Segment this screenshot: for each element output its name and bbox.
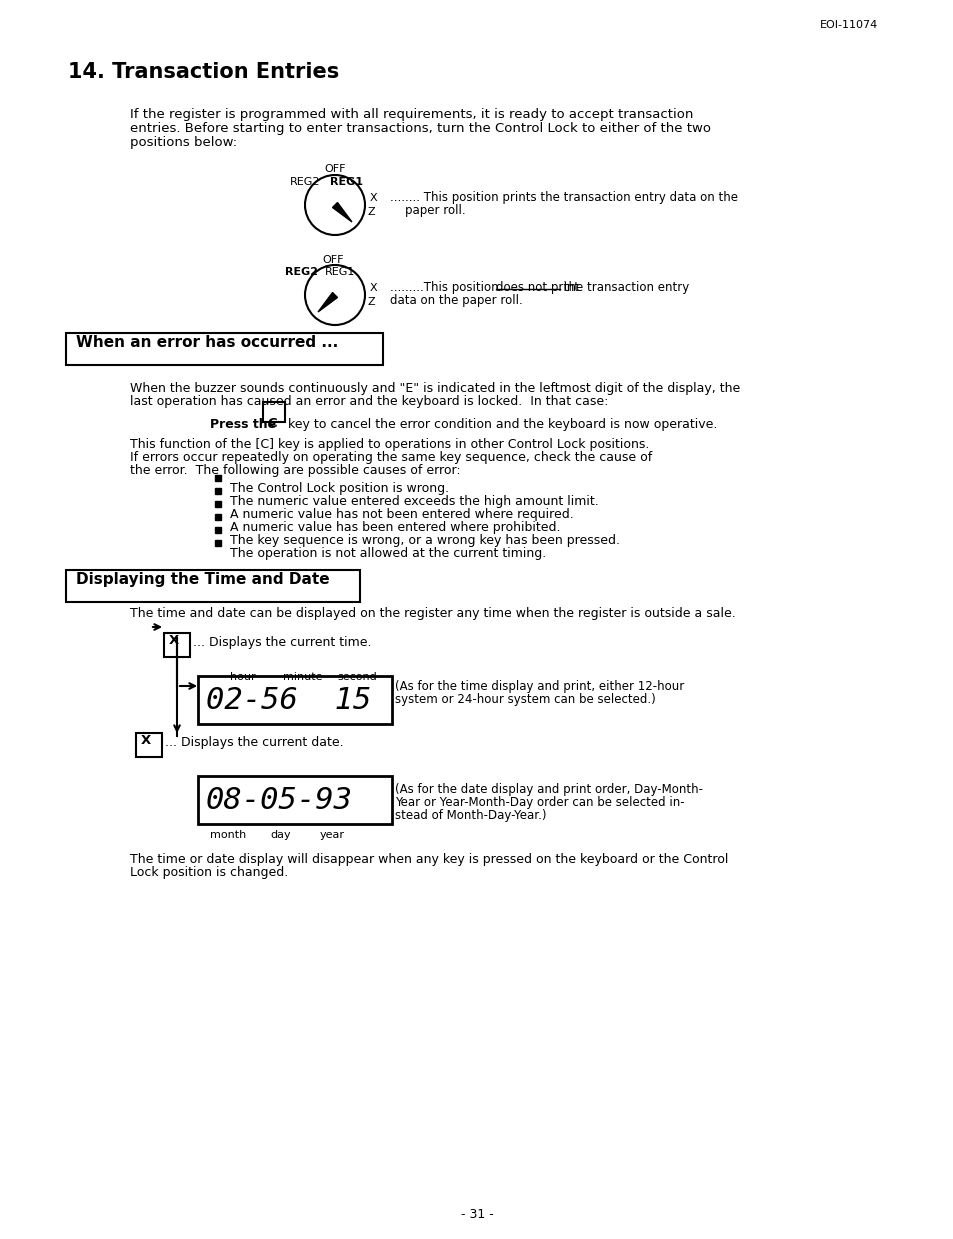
- Text: A numeric value has not been entered where required.: A numeric value has not been entered whe…: [230, 508, 573, 522]
- Polygon shape: [333, 202, 352, 222]
- Text: OFF: OFF: [322, 255, 343, 265]
- FancyBboxPatch shape: [66, 333, 382, 366]
- FancyBboxPatch shape: [164, 633, 190, 657]
- Text: When an error has occurred ...: When an error has occurred ...: [76, 335, 338, 349]
- Polygon shape: [317, 292, 337, 312]
- Text: ... Displays the current date.: ... Displays the current date.: [165, 736, 343, 750]
- Text: C: C: [267, 418, 276, 430]
- Text: EOI-11074: EOI-11074: [820, 20, 878, 30]
- Text: day: day: [270, 830, 291, 840]
- FancyBboxPatch shape: [136, 733, 162, 757]
- Text: The time and date can be displayed on the register any time when the register is: The time and date can be displayed on th…: [130, 607, 735, 620]
- Text: 02-56  15: 02-56 15: [206, 686, 371, 715]
- Text: .........This position: .........This position: [390, 281, 502, 294]
- Text: month: month: [210, 830, 246, 840]
- Text: Z: Z: [368, 297, 375, 307]
- Text: Z: Z: [368, 207, 375, 217]
- Text: last operation has caused an error and the keyboard is locked.  In that case:: last operation has caused an error and t…: [130, 395, 608, 408]
- Text: year: year: [319, 830, 345, 840]
- Text: data on the paper roll.: data on the paper roll.: [390, 294, 522, 307]
- Text: REG1: REG1: [330, 177, 363, 187]
- FancyBboxPatch shape: [198, 776, 392, 824]
- Text: The numeric value entered exceeds the high amount limit.: The numeric value entered exceeds the hi…: [230, 496, 598, 508]
- Text: REG2: REG2: [290, 177, 320, 187]
- Text: REG2: REG2: [285, 266, 317, 278]
- Text: the transaction entry: the transaction entry: [559, 281, 689, 294]
- Text: When the buzzer sounds continuously and "E" is indicated in the leftmost digit o: When the buzzer sounds continuously and …: [130, 382, 740, 395]
- Text: 14. Transaction Entries: 14. Transaction Entries: [68, 62, 339, 82]
- Text: system or 24-hour system can be selected.): system or 24-hour system can be selected…: [395, 693, 655, 706]
- Text: This function of the [C] key is applied to operations in other Control Lock posi: This function of the [C] key is applied …: [130, 439, 649, 451]
- Text: Displaying the Time and Date: Displaying the Time and Date: [76, 572, 330, 587]
- Text: ........ This position prints the transaction entry data on the: ........ This position prints the transa…: [390, 191, 738, 204]
- Text: A numeric value has been entered where prohibited.: A numeric value has been entered where p…: [230, 522, 560, 534]
- Text: does not print: does not print: [496, 281, 578, 294]
- Text: the error.  The following are possible causes of error:: the error. The following are possible ca…: [130, 463, 460, 477]
- Text: 08-05-93: 08-05-93: [206, 786, 353, 815]
- Text: The key sequence is wrong, or a wrong key has been pressed.: The key sequence is wrong, or a wrong ke…: [230, 534, 619, 546]
- Text: positions below:: positions below:: [130, 136, 237, 149]
- Text: X: X: [370, 282, 377, 292]
- Text: (As for the time display and print, either 12-hour: (As for the time display and print, eith…: [395, 680, 683, 693]
- Text: (As for the date display and print order, Day-Month-: (As for the date display and print order…: [395, 783, 702, 795]
- Text: paper roll.: paper roll.: [405, 204, 465, 217]
- Text: X: X: [169, 634, 179, 647]
- Text: If errors occur repeatedly on operating the same key sequence, check the cause o: If errors occur repeatedly on operating …: [130, 451, 652, 463]
- Text: If the register is programmed with all requirements, it is ready to accept trans: If the register is programmed with all r…: [130, 108, 693, 121]
- Text: Lock position is changed.: Lock position is changed.: [130, 866, 288, 878]
- Text: The operation is not allowed at the current timing.: The operation is not allowed at the curr…: [230, 546, 546, 560]
- Text: The time or date display will disappear when any key is pressed on the keyboard : The time or date display will disappear …: [130, 852, 727, 866]
- Text: X: X: [370, 193, 377, 203]
- Text: hour: hour: [230, 672, 255, 681]
- Text: stead of Month-Day-Year.): stead of Month-Day-Year.): [395, 809, 546, 821]
- Text: entries. Before starting to enter transactions, turn the Control Lock to either : entries. Before starting to enter transa…: [130, 121, 710, 135]
- Text: ... Displays the current time.: ... Displays the current time.: [193, 636, 371, 649]
- FancyBboxPatch shape: [198, 676, 392, 724]
- Text: Year or Year-Month-Day order can be selected in-: Year or Year-Month-Day order can be sele…: [395, 795, 684, 809]
- FancyBboxPatch shape: [263, 401, 285, 422]
- Text: Press the: Press the: [210, 418, 275, 431]
- FancyBboxPatch shape: [66, 570, 359, 602]
- Text: key to cancel the error condition and the keyboard is now operative.: key to cancel the error condition and th…: [288, 418, 717, 431]
- Text: minute: minute: [283, 672, 322, 681]
- Text: second: second: [336, 672, 376, 681]
- Text: REG1: REG1: [325, 266, 355, 278]
- Text: The Control Lock position is wrong.: The Control Lock position is wrong.: [230, 482, 449, 496]
- Text: X: X: [141, 733, 152, 747]
- Text: - 31 -: - 31 -: [460, 1208, 493, 1220]
- Text: OFF: OFF: [324, 164, 345, 173]
